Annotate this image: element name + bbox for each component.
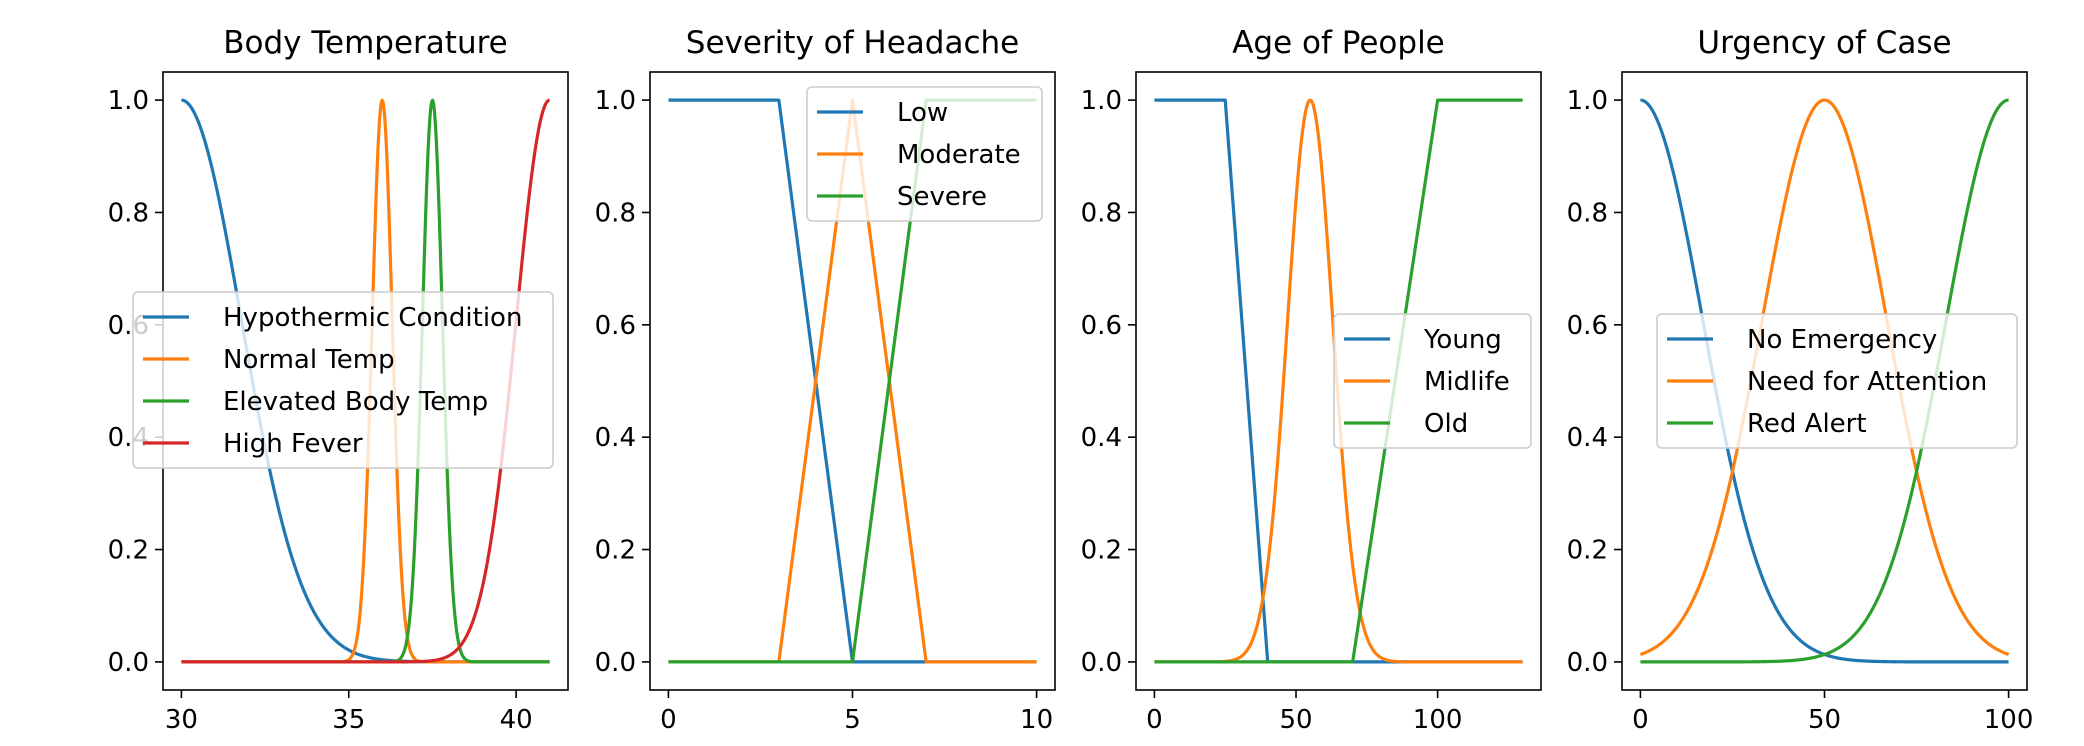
- y-tick-label: 0.4: [1567, 423, 1608, 453]
- x-tick-label: 40: [500, 705, 533, 735]
- legend-box: [132, 291, 554, 469]
- x-tick-label: 10: [1020, 705, 1053, 735]
- y-tick-label: 0.4: [1081, 423, 1122, 453]
- chart-title: Urgency of Case: [1697, 25, 1951, 61]
- x-tick-label: 50: [1279, 705, 1312, 735]
- y-tick-label: 0.0: [1081, 648, 1122, 678]
- x-tick-label: 35: [332, 705, 365, 735]
- chart-title: Age of People: [1232, 25, 1445, 61]
- y-tick-label: 0.8: [595, 198, 636, 228]
- y-tick-label: 1.0: [1081, 86, 1122, 116]
- x-tick-label: 0: [1632, 705, 1649, 735]
- legend-label: Hypothermic Condition: [223, 303, 522, 333]
- legend-label: No Emergency: [1747, 325, 1937, 355]
- y-tick-label: 0.2: [1567, 536, 1608, 566]
- x-tick-label: 30: [165, 705, 198, 735]
- x-tick-label: 100: [1984, 705, 2034, 735]
- y-tick-label: 0.2: [595, 536, 636, 566]
- legend-label: High Fever: [223, 429, 363, 459]
- y-tick-label: 0.0: [1567, 648, 1608, 678]
- y-tick-label: 0.8: [1081, 198, 1122, 228]
- y-tick-label: 1.0: [595, 86, 636, 116]
- legend-label: Moderate: [897, 140, 1021, 170]
- legend-label: Young: [1423, 325, 1502, 355]
- y-tick-label: 0.6: [1081, 311, 1122, 341]
- y-tick-label: 0.4: [595, 423, 636, 453]
- y-tick-label: 0.8: [108, 198, 149, 228]
- axes-frame: [1135, 71, 1542, 691]
- y-tick-label: 0.0: [108, 648, 149, 678]
- chart-panel-4: Urgency of Case 0 50 100 0.0 0.2 0.4 0.6 0.8 1.0 N…: [1567, 25, 2034, 735]
- y-tick-label: 0.2: [108, 536, 149, 566]
- legend-box: [1333, 313, 1532, 449]
- x-tick-label: 0: [1146, 705, 1163, 735]
- y-tick-label: 0.2: [1081, 536, 1122, 566]
- legend-label: Old: [1424, 409, 1468, 439]
- series-line-2: [1639, 98, 2010, 656]
- legend-label: Severe: [897, 182, 987, 212]
- chart-panel-3: Age of People 0 50 100 0.0 0.2 0.4 0.6 0.8 1.0 You…: [1081, 25, 1542, 735]
- series-line-4: [180, 98, 551, 664]
- legend: Hypothermic Condition Normal Temp Elevated…: [132, 291, 554, 469]
- legend-label: Midlife: [1424, 367, 1510, 397]
- legend-label: Need for Attention: [1747, 367, 1987, 397]
- y-tick-label: 0.6: [595, 311, 636, 341]
- legend-label: Elevated Body Temp: [223, 387, 488, 417]
- legend-box: [1656, 313, 2018, 449]
- chart-title: Severity of Headache: [686, 25, 1019, 61]
- y-tick-label: 1.0: [1567, 86, 1608, 116]
- legend-label: Low: [897, 98, 948, 128]
- legend: Low Moderate Severe: [806, 86, 1043, 222]
- series-group: [180, 98, 551, 664]
- y-tick-label: 1.0: [108, 86, 149, 116]
- legend-label: Red Alert: [1747, 409, 1867, 439]
- x-tick-label: 100: [1413, 705, 1463, 735]
- x-tick-label: 5: [844, 705, 861, 735]
- y-tick-label: 0.0: [595, 648, 636, 678]
- x-tick-label: 50: [1808, 705, 1841, 735]
- legend-label: Normal Temp: [223, 345, 395, 375]
- legend-box: [806, 86, 1043, 222]
- legend: Young Midlife Old: [1333, 313, 1532, 449]
- chart-panel-2: Severity of Headache 0 5 10 0.0 0.2 0.4 0.6 0.8 1…: [595, 25, 1056, 735]
- y-tick-label: 0.6: [1567, 311, 1608, 341]
- x-tick-label: 0: [660, 705, 677, 735]
- y-tick-label: 0.8: [1567, 198, 1608, 228]
- chart-title: Body Temperature: [223, 25, 507, 61]
- legend: No Emergency Need for Attention Red Alert: [1656, 313, 2018, 449]
